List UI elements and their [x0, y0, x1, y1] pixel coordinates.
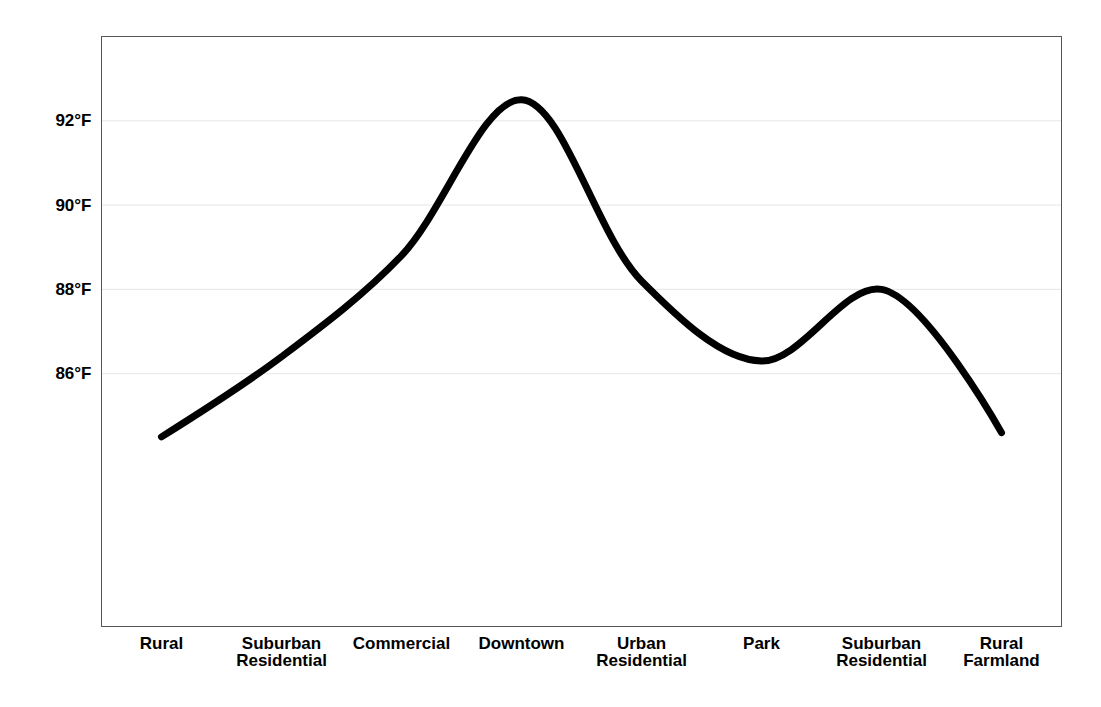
- svg-text:UrbanResidential: UrbanResidential: [596, 634, 687, 670]
- svg-text:88°F: 88°F: [55, 280, 91, 299]
- svg-text:92°F: 92°F: [55, 111, 91, 130]
- svg-text:86°F: 86°F: [55, 364, 91, 383]
- svg-text:Commercial: Commercial: [353, 634, 450, 653]
- svg-text:SuburbanResidential: SuburbanResidential: [236, 634, 327, 670]
- svg-text:90°F: 90°F: [55, 196, 91, 215]
- svg-text:Park: Park: [743, 634, 780, 653]
- svg-text:SuburbanResidential: SuburbanResidential: [836, 634, 927, 670]
- svg-text:RuralFarmland: RuralFarmland: [963, 634, 1040, 670]
- svg-text:Downtown: Downtown: [479, 634, 565, 653]
- svg-text:Rural: Rural: [140, 634, 183, 653]
